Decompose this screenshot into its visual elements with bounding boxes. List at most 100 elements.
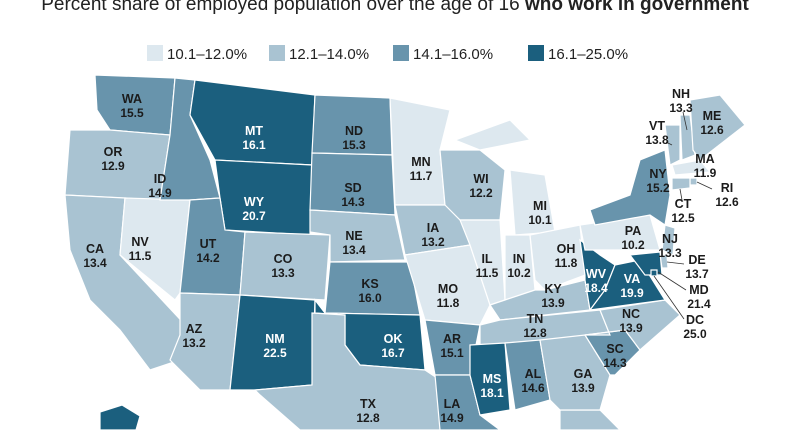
state-value: 12.8 — [523, 326, 547, 340]
state-code: ME — [703, 109, 722, 123]
state-value: 12.6 — [700, 123, 724, 137]
state-code: NV — [131, 235, 149, 249]
state-code: MS — [483, 372, 502, 386]
state-value: 11.8 — [555, 256, 578, 270]
state-code: SD — [344, 181, 361, 195]
state-code: WY — [244, 195, 265, 209]
state-value: 12.8 — [356, 411, 380, 425]
state-code: OK — [384, 332, 403, 346]
legend-swatch — [528, 45, 544, 61]
state-value: 16.1 — [242, 138, 266, 152]
state-shape — [671, 177, 691, 191]
state-code: SC — [606, 342, 623, 356]
state-shape — [671, 159, 712, 176]
state-code: WA — [122, 92, 142, 106]
state-value: 15.1 — [440, 346, 464, 360]
state-code: CA — [86, 242, 104, 256]
state-code: TX — [360, 397, 377, 411]
state-shape — [469, 342, 511, 416]
state-code: IL — [481, 252, 492, 266]
state-value: 12.5 — [671, 211, 695, 225]
state-code: IA — [427, 221, 440, 235]
state-value: 13.9 — [571, 381, 595, 395]
state-code: MI — [533, 199, 547, 213]
state-value: 21.4 — [687, 297, 711, 311]
legend-label: 10.1–12.0% — [167, 46, 247, 63]
state-code: NY — [649, 167, 667, 181]
state-value: 10.2 — [507, 266, 531, 280]
state-value: 13.8 — [645, 133, 669, 147]
state-value: 16.0 — [358, 291, 382, 305]
state-code: GA — [574, 367, 593, 381]
state-value: 19.9 — [620, 286, 644, 300]
state-shape — [239, 231, 331, 301]
state-value: 13.3 — [669, 101, 693, 115]
state-shape — [434, 374, 501, 430]
state-shape-unlabeled — [99, 404, 141, 430]
state-value: 11.5 — [476, 266, 499, 280]
state-shape — [589, 149, 671, 227]
state-value: 12.2 — [469, 186, 493, 200]
states — [64, 74, 746, 430]
state-code: ND — [345, 124, 363, 138]
legend: 10.1–12.0% 12.1–14.0% 14.1–16.0% 16.1–25.0% — [147, 45, 628, 63]
legend-label: 14.1–16.0% — [413, 46, 493, 63]
state-code: MO — [438, 282, 458, 296]
state-code: MA — [695, 152, 714, 166]
state-value: 14.3 — [341, 195, 365, 209]
state-value: 14.9 — [440, 411, 464, 425]
state-code: MT — [245, 124, 263, 138]
leader-line — [665, 141, 673, 146]
state-code: ID — [154, 172, 167, 186]
state-shape — [661, 224, 676, 256]
state-value: 25.0 — [683, 327, 707, 341]
legend-swatch — [269, 45, 285, 61]
state-value: 14.2 — [196, 251, 220, 265]
chart-title: Percent share of employed population ove… — [41, 0, 749, 15]
state-code: CT — [675, 197, 692, 211]
state-code: AZ — [186, 322, 203, 336]
state-code: UT — [200, 237, 217, 251]
state-shape — [689, 94, 746, 161]
state-code: AR — [443, 332, 461, 346]
state-code: VA — [624, 272, 640, 286]
state-value: 16.7 — [381, 346, 405, 360]
state-shape-unlabeled — [559, 409, 621, 430]
leader-line — [696, 181, 713, 190]
state-value: 14.9 — [148, 186, 172, 200]
leader-line — [657, 271, 687, 291]
title-text: Percent share of employed population ove… — [41, 0, 520, 15]
state-value: 11.5 — [129, 249, 152, 263]
legend-label: 16.1–25.0% — [548, 46, 628, 63]
state-code: VT — [649, 119, 665, 133]
state-shape — [650, 269, 658, 277]
state-code: WV — [586, 267, 607, 281]
state-value: 14.3 — [603, 356, 627, 370]
state-value: 15.5 — [120, 106, 144, 120]
state-value: 13.9 — [619, 321, 643, 335]
state-value: 13.4 — [342, 243, 366, 257]
state-value: 20.7 — [242, 209, 266, 223]
legend-label: 12.1–14.0% — [289, 46, 369, 63]
legend-swatch — [147, 45, 163, 61]
state-code: KY — [544, 282, 562, 296]
state-value: 11.9 — [694, 166, 717, 180]
state-value: 12.6 — [715, 195, 739, 209]
leader-line — [679, 188, 683, 201]
state-value: 18.4 — [584, 281, 608, 295]
state-code: PA — [625, 224, 641, 238]
state-value: 22.5 — [263, 346, 287, 360]
state-value: 11.7 — [410, 169, 433, 183]
state-code: NM — [265, 332, 284, 346]
state-code: CO — [274, 252, 293, 266]
state-code: NJ — [662, 232, 678, 246]
state-value: 15.2 — [646, 181, 670, 195]
state-code: LA — [444, 397, 461, 411]
state-value: 13.7 — [685, 267, 709, 281]
state-code: NC — [622, 307, 640, 321]
state-shape — [189, 79, 316, 166]
state-value: 13.9 — [541, 296, 565, 310]
state-code: NE — [345, 229, 362, 243]
state-code: NH — [672, 87, 690, 101]
